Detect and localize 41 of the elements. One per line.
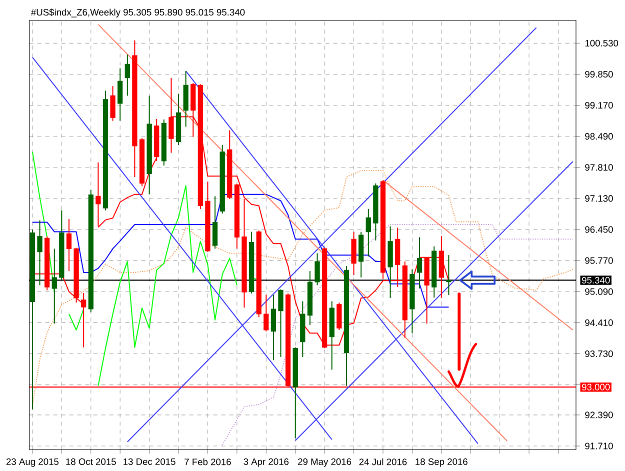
y-tick-label: 94.410 bbox=[585, 319, 613, 326]
x-tick-label: 24 Jul 2016 bbox=[359, 458, 407, 466]
candlestick bbox=[446, 254, 452, 296]
x-tick-label: 23 Aug 2015 bbox=[6, 458, 59, 467]
y-tick-label: 97.810 bbox=[585, 164, 613, 171]
candlestick bbox=[124, 54, 130, 96]
candlestick bbox=[264, 294, 269, 332]
candlestick bbox=[96, 162, 101, 227]
candlestick bbox=[336, 302, 342, 330]
y-tick-label: 95.090 bbox=[585, 288, 613, 295]
y-tick-label: 98.490 bbox=[585, 133, 613, 140]
x-tick-label: 29 May 2016 bbox=[298, 458, 352, 467]
candlestick bbox=[52, 248, 57, 324]
y-tick-label: 96.450 bbox=[585, 226, 613, 233]
x-tick-label: 18 Oct 2015 bbox=[66, 458, 116, 465]
x-tick-label: 13 Dec 2015 bbox=[124, 458, 176, 465]
candlestick bbox=[366, 208, 371, 257]
y-tick-label: 95.770 bbox=[585, 257, 613, 264]
chart-title: #US$indx_Z6,Weekly 95.305 95.890 95.015 95.340 bbox=[30, 8, 245, 18]
x-tick-label: 18 Sep 2016 bbox=[416, 458, 468, 467]
x-tick-label: 3 Apr 2016 bbox=[244, 458, 289, 467]
candlestick bbox=[314, 252, 320, 286]
y-tick-label: 97.130 bbox=[585, 195, 613, 202]
candlestick bbox=[278, 288, 284, 358]
x-tick-label: 7 Feb 2016 bbox=[184, 458, 231, 466]
y-tick-label: 100.530 bbox=[585, 40, 618, 46]
candlestick bbox=[212, 196, 218, 250]
candlestick bbox=[66, 218, 72, 272]
y-tick-label: 91.710 bbox=[585, 442, 613, 450]
y-tick-label: 92.390 bbox=[585, 412, 613, 418]
ref-line-label: 93.000 bbox=[582, 384, 610, 390]
ref-line-label: 95.340 bbox=[582, 276, 610, 284]
candlestick bbox=[416, 236, 422, 289]
candlestick bbox=[37, 220, 42, 286]
y-tick-label: 99.170 bbox=[585, 102, 613, 109]
candlestick bbox=[270, 294, 276, 361]
candlestick bbox=[110, 86, 116, 122]
y-tick-label: 93.730 bbox=[585, 350, 613, 358]
y-tick-label: 99.850 bbox=[585, 70, 613, 78]
candlestick bbox=[118, 68, 123, 122]
line-series bbox=[222, 224, 574, 446]
